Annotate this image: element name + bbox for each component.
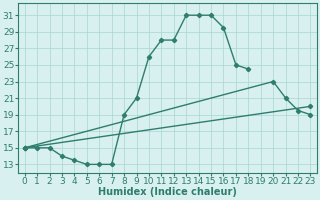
- X-axis label: Humidex (Indice chaleur): Humidex (Indice chaleur): [98, 187, 237, 197]
